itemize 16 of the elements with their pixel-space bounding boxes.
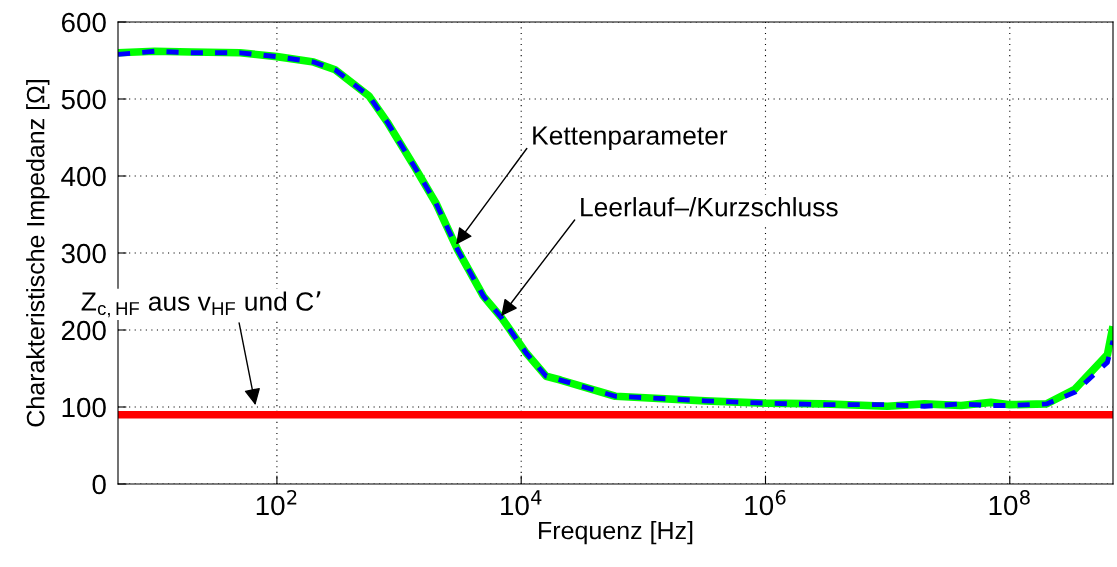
y-tick-label: 200 bbox=[61, 320, 106, 341]
x-tick-label: 10$^{2}$ bbox=[256, 489, 297, 516]
x-tick-label: 10$^{8}$ bbox=[989, 489, 1030, 516]
annotation: Leerlauf–/Kurzschluss bbox=[581, 197, 838, 217]
y-tick-label: 400 bbox=[61, 166, 106, 187]
y-tick-label: 300 bbox=[61, 243, 106, 264]
y-tick-label: 600 bbox=[61, 12, 106, 33]
annotation: Kettenparameter bbox=[533, 126, 728, 151]
y-tick-label: 0 bbox=[92, 474, 106, 495]
x-tick-label: 10$^{6}$ bbox=[745, 489, 786, 516]
x-tick-label: 10$^{4}$ bbox=[501, 490, 542, 516]
y-tick-label: 500 bbox=[61, 89, 106, 110]
x-axis-title: Frequenz [Hz] bbox=[539, 521, 693, 545]
y-axis-title: Charakteristische Impedanz [Ω] bbox=[26, 80, 50, 427]
annotation: Z$_{c,HF}$ aus v$_{HF}$ und C’ bbox=[81, 291, 321, 318]
y-tick-label: 100 bbox=[62, 397, 106, 418]
